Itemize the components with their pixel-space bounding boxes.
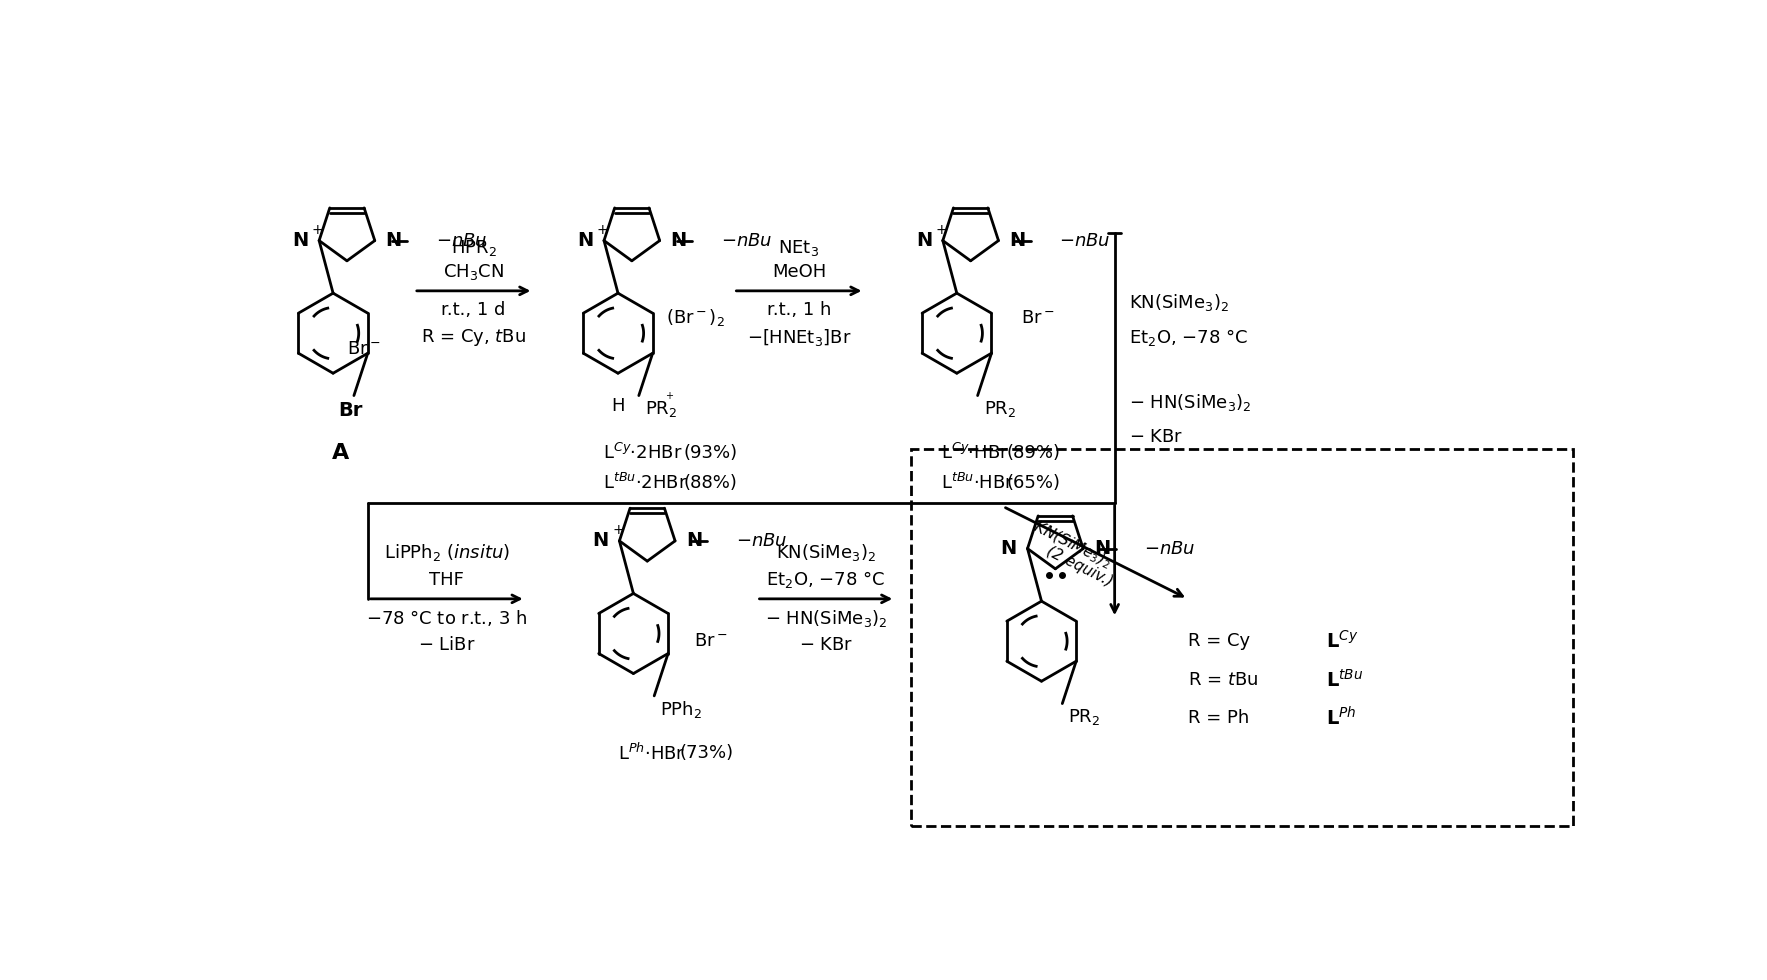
Text: +: + xyxy=(611,523,624,537)
Text: +: + xyxy=(311,222,323,237)
Text: CH$_3$CN: CH$_3$CN xyxy=(444,262,504,281)
Text: PR$_2$: PR$_2$ xyxy=(1069,708,1101,727)
Text: KN(SiMe$_3$)$_2$: KN(SiMe$_3$)$_2$ xyxy=(1030,517,1115,572)
Text: LiPPh$_2$ ($\it{in situ}$): LiPPh$_2$ ($\it{in situ}$) xyxy=(383,542,511,564)
Text: HPR$_2$: HPR$_2$ xyxy=(451,238,497,259)
Text: N: N xyxy=(1094,539,1110,558)
Text: $-nBu$: $-nBu$ xyxy=(1058,231,1111,250)
Text: Et$_2$O, $-$78 °C: Et$_2$O, $-$78 °C xyxy=(1129,326,1248,348)
Text: L$^{\it{t}Bu}$: L$^{\it{t}Bu}$ xyxy=(1327,668,1364,691)
Text: $-$ HN(SiMe$_3$)$_2$: $-$ HN(SiMe$_3$)$_2$ xyxy=(1129,392,1251,413)
Text: N: N xyxy=(686,531,701,551)
Text: L$^{Cy}$: L$^{Cy}$ xyxy=(1327,630,1359,652)
Text: Br$^-$: Br$^-$ xyxy=(694,632,728,650)
Text: L$^{\it{t}Bu}$·2HBr: L$^{\it{t}Bu}$·2HBr xyxy=(603,473,687,493)
Text: L$^{Ph}$: L$^{Ph}$ xyxy=(1327,707,1357,730)
Text: $-$[HNEt$_3$]Br: $-$[HNEt$_3$]Br xyxy=(747,326,852,348)
Text: N: N xyxy=(592,531,608,551)
Text: r.t., 1 d: r.t., 1 d xyxy=(442,301,505,319)
Text: A: A xyxy=(332,443,350,463)
Text: Br$^-$: Br$^-$ xyxy=(1021,309,1055,326)
Text: Br$^-$: Br$^-$ xyxy=(346,340,380,358)
Text: +: + xyxy=(597,222,608,237)
Text: PR$_2$: PR$_2$ xyxy=(984,400,1016,419)
Text: $-nBu$: $-nBu$ xyxy=(721,231,772,250)
Text: +: + xyxy=(935,222,947,237)
Text: THF: THF xyxy=(429,570,465,589)
Text: $-nBu$: $-nBu$ xyxy=(436,231,488,250)
Text: R = Cy, $\it{t}$Bu: R = Cy, $\it{t}$Bu xyxy=(421,326,527,348)
Text: $-$78 °C to r.t., 3 h: $-$78 °C to r.t., 3 h xyxy=(366,609,527,628)
Text: $-$ KBr: $-$ KBr xyxy=(1129,428,1182,446)
Text: $-$ LiBr: $-$ LiBr xyxy=(417,636,475,654)
Text: (65%): (65%) xyxy=(1007,474,1060,492)
Text: R = Ph: R = Ph xyxy=(1187,710,1249,727)
Text: N: N xyxy=(1009,231,1025,250)
Text: r.t., 1 h: r.t., 1 h xyxy=(767,301,830,319)
Text: R = Cy: R = Cy xyxy=(1187,632,1249,650)
Text: PR$_2$: PR$_2$ xyxy=(645,400,677,419)
Text: (89%): (89%) xyxy=(1007,444,1060,462)
Text: L$^{Cy}$·HBr: L$^{Cy}$·HBr xyxy=(942,443,1009,463)
Text: H: H xyxy=(611,397,626,415)
Text: N: N xyxy=(1000,539,1016,558)
Text: KN(SiMe$_3$)$_2$: KN(SiMe$_3$)$_2$ xyxy=(1129,292,1228,313)
Text: (88%): (88%) xyxy=(684,474,737,492)
Text: L$^{Cy}$·2HBr: L$^{Cy}$·2HBr xyxy=(603,443,682,463)
Text: N: N xyxy=(915,231,931,250)
Text: $-$ HN(SiMe$_3$)$_2$: $-$ HN(SiMe$_3$)$_2$ xyxy=(765,608,887,628)
Text: Br: Br xyxy=(339,402,362,420)
Text: $-nBu$: $-nBu$ xyxy=(1143,540,1196,558)
Text: (73%): (73%) xyxy=(680,744,733,761)
Text: N: N xyxy=(385,231,401,250)
Text: (93%): (93%) xyxy=(684,444,737,462)
Text: PPh$_2$: PPh$_2$ xyxy=(661,700,703,720)
Text: L$^{Ph}$·HBr: L$^{Ph}$·HBr xyxy=(618,742,686,763)
Text: L$^{\it{t}Bu}$·HBr: L$^{\it{t}Bu}$·HBr xyxy=(942,473,1014,493)
Bar xyxy=(910,449,1573,826)
Text: N: N xyxy=(670,231,687,250)
Text: MeOH: MeOH xyxy=(772,263,825,280)
Text: N: N xyxy=(292,231,309,250)
Text: $-nBu$: $-nBu$ xyxy=(735,532,788,550)
Text: NEt$_3$: NEt$_3$ xyxy=(779,238,820,259)
Text: R = $\it{t}$Bu: R = $\it{t}$Bu xyxy=(1187,670,1258,689)
Text: Et$_2$O, $-$78 °C: Et$_2$O, $-$78 °C xyxy=(767,569,885,590)
Text: $-$ KBr: $-$ KBr xyxy=(799,636,853,654)
Text: (2 equiv.): (2 equiv.) xyxy=(1044,544,1115,589)
Text: $^+$: $^+$ xyxy=(663,391,673,405)
Text: (Br$^-$)$_2$: (Br$^-$)$_2$ xyxy=(666,308,724,328)
Text: KN(SiMe$_3$)$_2$: KN(SiMe$_3$)$_2$ xyxy=(776,542,876,564)
Text: N: N xyxy=(578,231,594,250)
